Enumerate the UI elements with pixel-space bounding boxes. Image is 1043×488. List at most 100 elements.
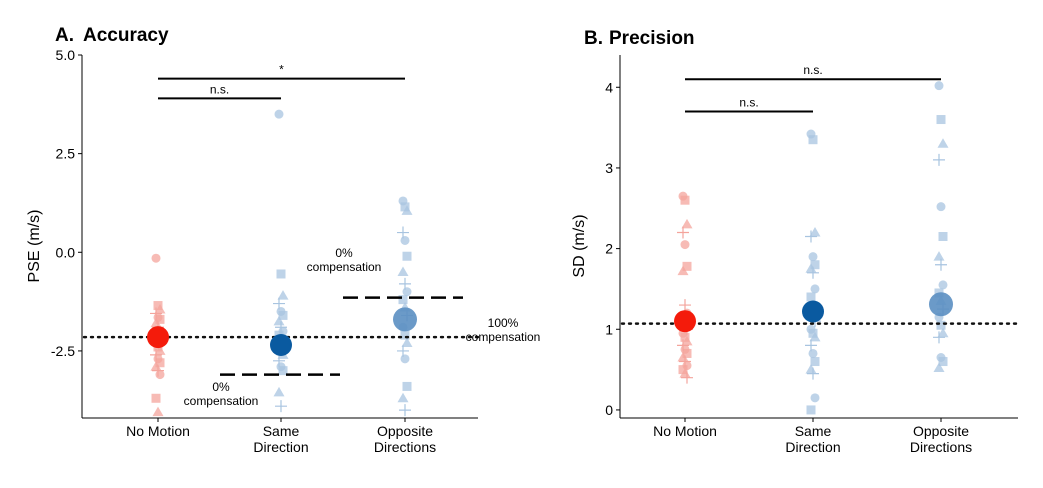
data-point bbox=[402, 287, 412, 297]
compensation-label: compensation bbox=[307, 260, 382, 274]
data-point bbox=[680, 195, 690, 205]
panel-letter-b: B. bbox=[584, 28, 603, 49]
data-point bbox=[397, 392, 409, 403]
data-point bbox=[677, 265, 689, 276]
data-point bbox=[154, 303, 166, 314]
data-point bbox=[681, 335, 693, 346]
data-point bbox=[933, 251, 945, 261]
data-point bbox=[807, 367, 819, 380]
data-point bbox=[401, 205, 413, 215]
data-point bbox=[810, 260, 820, 270]
compensation-label: 0% bbox=[212, 380, 230, 394]
data-point bbox=[152, 406, 164, 417]
data-point bbox=[397, 266, 409, 277]
data-point bbox=[151, 393, 161, 403]
significance-label: n.s. bbox=[803, 63, 822, 77]
data-point bbox=[273, 315, 285, 326]
data-point bbox=[400, 354, 410, 364]
y-tick-label: 2.5 bbox=[56, 146, 76, 162]
data-point bbox=[276, 269, 286, 279]
data-point bbox=[937, 138, 949, 148]
x-tick-label: Opposite bbox=[377, 423, 433, 439]
x-tick-label: Directions bbox=[374, 439, 436, 455]
data-point bbox=[155, 370, 165, 380]
data-point bbox=[680, 240, 690, 250]
data-point bbox=[273, 386, 285, 397]
data-point bbox=[809, 331, 821, 342]
data-point bbox=[810, 393, 820, 403]
data-point bbox=[682, 261, 692, 271]
data-point bbox=[934, 81, 944, 91]
data-point bbox=[810, 284, 820, 294]
data-point bbox=[936, 115, 946, 125]
significance-label: * bbox=[279, 63, 284, 77]
data-point bbox=[808, 135, 818, 145]
data-point bbox=[278, 366, 288, 376]
data-point bbox=[155, 358, 165, 368]
data-point bbox=[805, 263, 817, 273]
mean-marker bbox=[270, 334, 292, 357]
mean-marker bbox=[147, 326, 169, 349]
x-tick-label: Direction bbox=[253, 439, 308, 455]
data-point bbox=[155, 314, 165, 324]
data-point bbox=[933, 362, 945, 372]
data-point bbox=[677, 352, 689, 362]
data-point bbox=[933, 331, 945, 344]
y-tick-label: 3 bbox=[605, 160, 613, 176]
data-point bbox=[278, 310, 288, 320]
data-point bbox=[938, 232, 948, 241]
y-axis-title: PSE (m/s) bbox=[26, 210, 43, 283]
data-point bbox=[805, 230, 817, 243]
data-point bbox=[681, 371, 693, 384]
data-point bbox=[807, 266, 819, 279]
data-point bbox=[150, 361, 162, 371]
data-point bbox=[679, 368, 691, 378]
data-point bbox=[678, 365, 688, 375]
reference-label: compensation bbox=[466, 330, 541, 344]
x-tick-label: Opposite bbox=[913, 423, 969, 439]
significance-label: n.s. bbox=[210, 82, 229, 96]
panel-letter-a: A. bbox=[55, 25, 74, 46]
x-tick-label: Directions bbox=[910, 439, 972, 455]
data-point bbox=[938, 357, 948, 367]
data-point bbox=[400, 202, 410, 212]
data-point bbox=[935, 258, 947, 271]
data-point bbox=[402, 251, 412, 261]
data-point bbox=[810, 357, 820, 367]
data-point bbox=[805, 364, 817, 374]
x-tick-label: Same bbox=[263, 423, 300, 439]
data-point bbox=[679, 299, 691, 312]
data-point bbox=[274, 109, 284, 119]
panel-title-precision: Precision bbox=[609, 28, 695, 49]
data-point bbox=[680, 332, 690, 342]
y-axis-title: SD (m/s) bbox=[571, 214, 588, 277]
compensation-label: 0% bbox=[335, 246, 353, 260]
data-point bbox=[398, 295, 408, 305]
data-point bbox=[936, 202, 946, 212]
x-tick-label: Direction bbox=[785, 439, 840, 455]
data-point bbox=[681, 218, 693, 229]
data-point bbox=[938, 280, 948, 290]
panel-title-accuracy: Accuracy bbox=[83, 25, 169, 46]
data-point bbox=[400, 330, 410, 340]
data-point bbox=[808, 348, 818, 358]
y-tick-label: 2 bbox=[605, 241, 613, 257]
significance-label: n.s. bbox=[739, 95, 758, 109]
y-tick-label: 0 bbox=[605, 402, 613, 418]
y-tick-label: 0.0 bbox=[56, 244, 76, 260]
mean-marker bbox=[393, 307, 417, 332]
mean-marker bbox=[802, 300, 824, 323]
data-point bbox=[808, 328, 818, 338]
x-tick-label: Same bbox=[795, 423, 832, 439]
y-tick-label: -2.5 bbox=[51, 343, 75, 359]
data-point bbox=[277, 290, 289, 300]
data-point bbox=[275, 400, 287, 413]
data-point bbox=[400, 235, 410, 245]
x-tick-label: No Motion bbox=[653, 423, 717, 439]
data-point bbox=[937, 327, 949, 338]
data-point bbox=[153, 301, 163, 311]
data-point bbox=[933, 153, 945, 166]
data-point bbox=[809, 226, 821, 237]
